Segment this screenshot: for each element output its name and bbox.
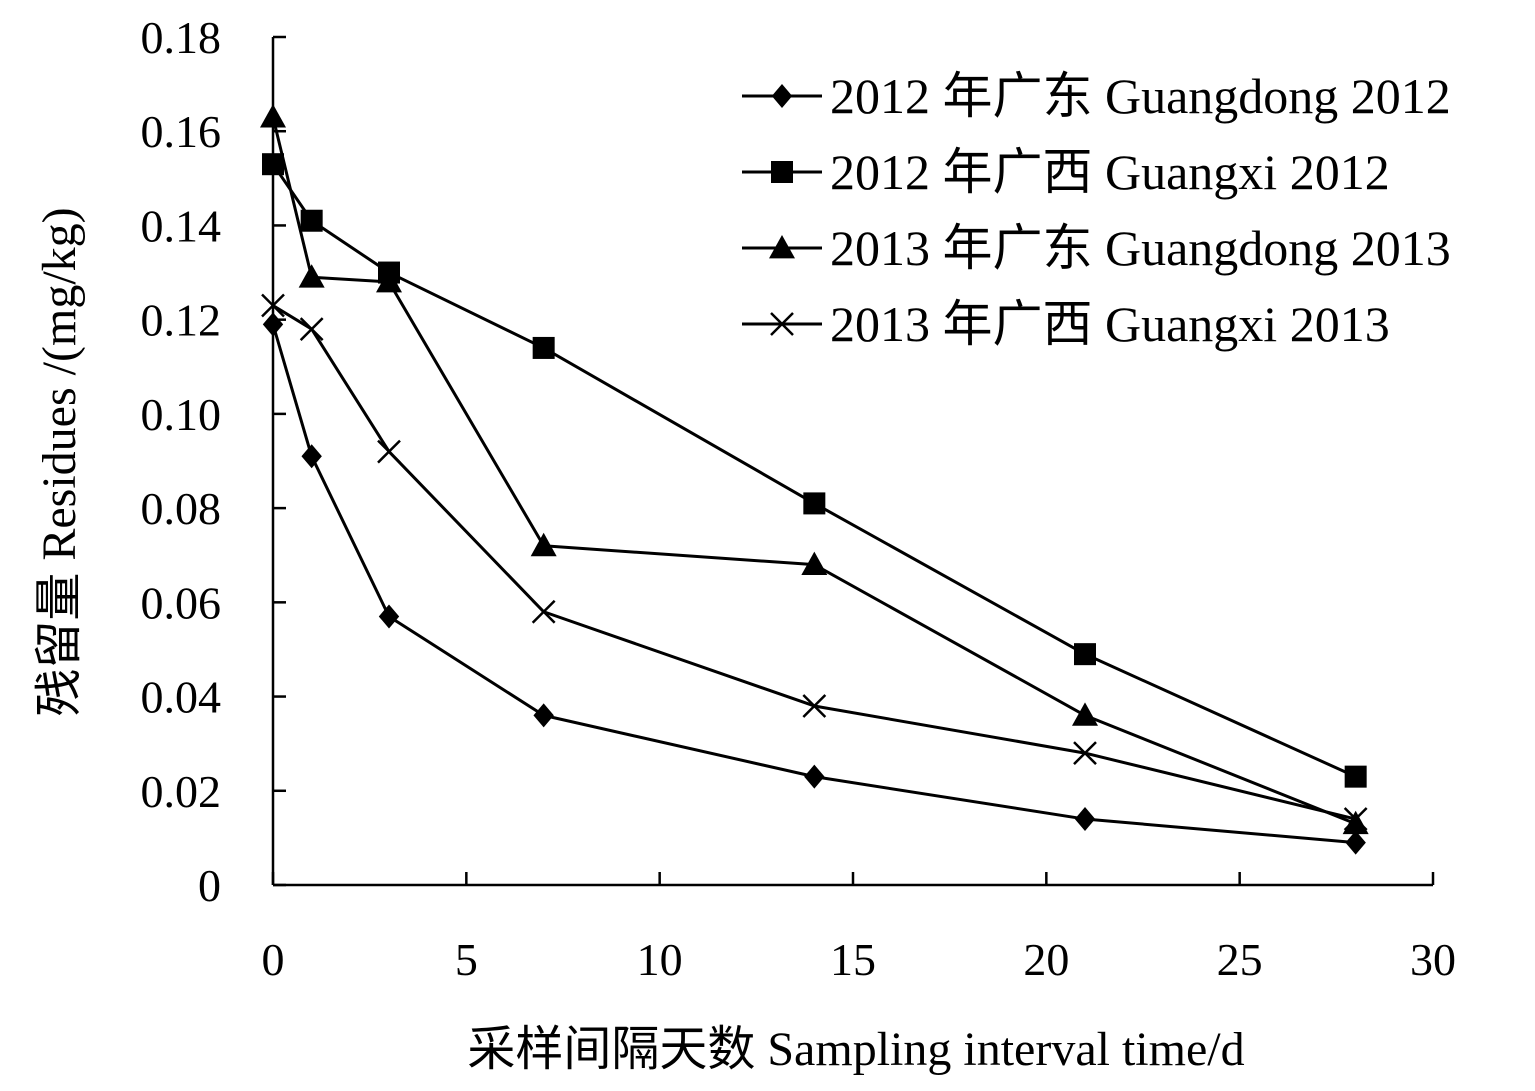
y-tick-label: 0.18 xyxy=(141,12,222,63)
legend-label: 2012 年广东 Guangdong 2012 xyxy=(830,68,1451,124)
x-axis-title: 采样间隔天数 Sampling interval time/d xyxy=(467,1023,1244,1076)
cross-stroke xyxy=(1073,741,1097,765)
data-point-diamond xyxy=(262,312,284,337)
data-point-diamond xyxy=(533,703,554,728)
legend-item: 2013 年广东 Guangdong 2013 xyxy=(742,220,1451,276)
data-point-triangle xyxy=(801,551,828,576)
data-point-triangle xyxy=(530,532,557,557)
data-point-square xyxy=(1074,643,1096,666)
legend: 2012 年广东 Guangdong 2012 2012 年广西 Guangxi … xyxy=(742,68,1451,352)
data-point-diamond xyxy=(1074,807,1096,832)
data-point-triangle xyxy=(1342,810,1369,835)
legend-marker-triangle xyxy=(769,235,795,259)
series-3 xyxy=(260,104,1369,835)
data-point-square xyxy=(532,336,555,359)
y-tick-label: 0.06 xyxy=(141,577,222,628)
data-point-diamond xyxy=(804,764,825,789)
data-point-triangle xyxy=(260,104,286,128)
y-tick-label: 0.16 xyxy=(141,106,222,157)
x-tick-label: 10 xyxy=(637,934,683,985)
legend-item: 2012 年广西 Guangxi 2012 xyxy=(742,144,1390,200)
legend-label: 2013 年广西 Guangxi 2013 xyxy=(830,296,1390,352)
legend-marker-square xyxy=(771,161,793,183)
series-4 xyxy=(261,293,1368,831)
cross-stroke xyxy=(1343,807,1368,831)
series-layer xyxy=(260,104,1369,855)
legend-label: 2012 年广西 Guangxi 2012 xyxy=(830,144,1390,200)
cross-stroke xyxy=(802,694,827,718)
legend-item: 2013 年广西 Guangxi 2013 xyxy=(742,296,1390,352)
data-point-square xyxy=(262,153,284,176)
x-tick-label: 20 xyxy=(1023,934,1069,985)
y-axis-ticks: 0 0.02 0.04 0.06 0.08 0.10 0.12 0.14 0.16 0.18 xyxy=(141,12,286,911)
data-point-cross xyxy=(261,293,285,318)
y-tick-label: 0.04 xyxy=(141,672,222,723)
data-point-cross xyxy=(1073,741,1097,765)
data-point-cross xyxy=(531,599,556,624)
x-tick-label: 25 xyxy=(1217,934,1263,985)
legend-item: 2012 年广东 Guangdong 2012 xyxy=(742,68,1451,124)
data-point-square xyxy=(1344,765,1367,788)
data-point-square xyxy=(803,492,826,515)
legend-marker-cross xyxy=(770,312,794,336)
data-point-diamond xyxy=(378,604,400,629)
legend-marker-diamond xyxy=(771,84,793,108)
y-tick-label: 0.08 xyxy=(141,483,222,534)
data-point-cross xyxy=(802,694,827,718)
cross-stroke xyxy=(299,317,324,341)
data-point-triangle xyxy=(1072,702,1098,726)
data-point-cross xyxy=(377,439,401,464)
cross-stroke xyxy=(377,439,401,464)
y-axis-title: 残留量 Residues /(mg/kg) xyxy=(33,207,86,716)
x-tick-label: 30 xyxy=(1410,934,1456,985)
data-point-triangle xyxy=(376,268,402,293)
x-tick-label: 5 xyxy=(455,934,478,985)
y-tick-label: 0.10 xyxy=(141,389,222,440)
data-point-cross xyxy=(299,317,324,341)
y-tick-label: 0.12 xyxy=(141,295,222,346)
legend-label: 2013 年广东 Guangdong 2013 xyxy=(830,220,1451,276)
data-point-triangle xyxy=(298,264,325,288)
series-1 xyxy=(262,312,1366,855)
x-axis-ticks: 0 5 10 15 20 25 30 xyxy=(262,872,1456,985)
x-tick-label: 0 xyxy=(262,934,285,985)
y-tick-label: 0.14 xyxy=(141,200,222,251)
x-tick-label: 15 xyxy=(830,934,876,985)
data-point-diamond xyxy=(1345,830,1366,855)
data-point-cross xyxy=(1343,807,1368,831)
data-point-diamond xyxy=(301,444,322,469)
y-tick-label: 0 xyxy=(198,860,221,911)
cross-stroke xyxy=(531,599,556,624)
data-point-square xyxy=(300,209,323,232)
cross-stroke xyxy=(770,312,794,336)
y-tick-label: 0.02 xyxy=(141,766,222,817)
cross-stroke xyxy=(261,293,285,318)
